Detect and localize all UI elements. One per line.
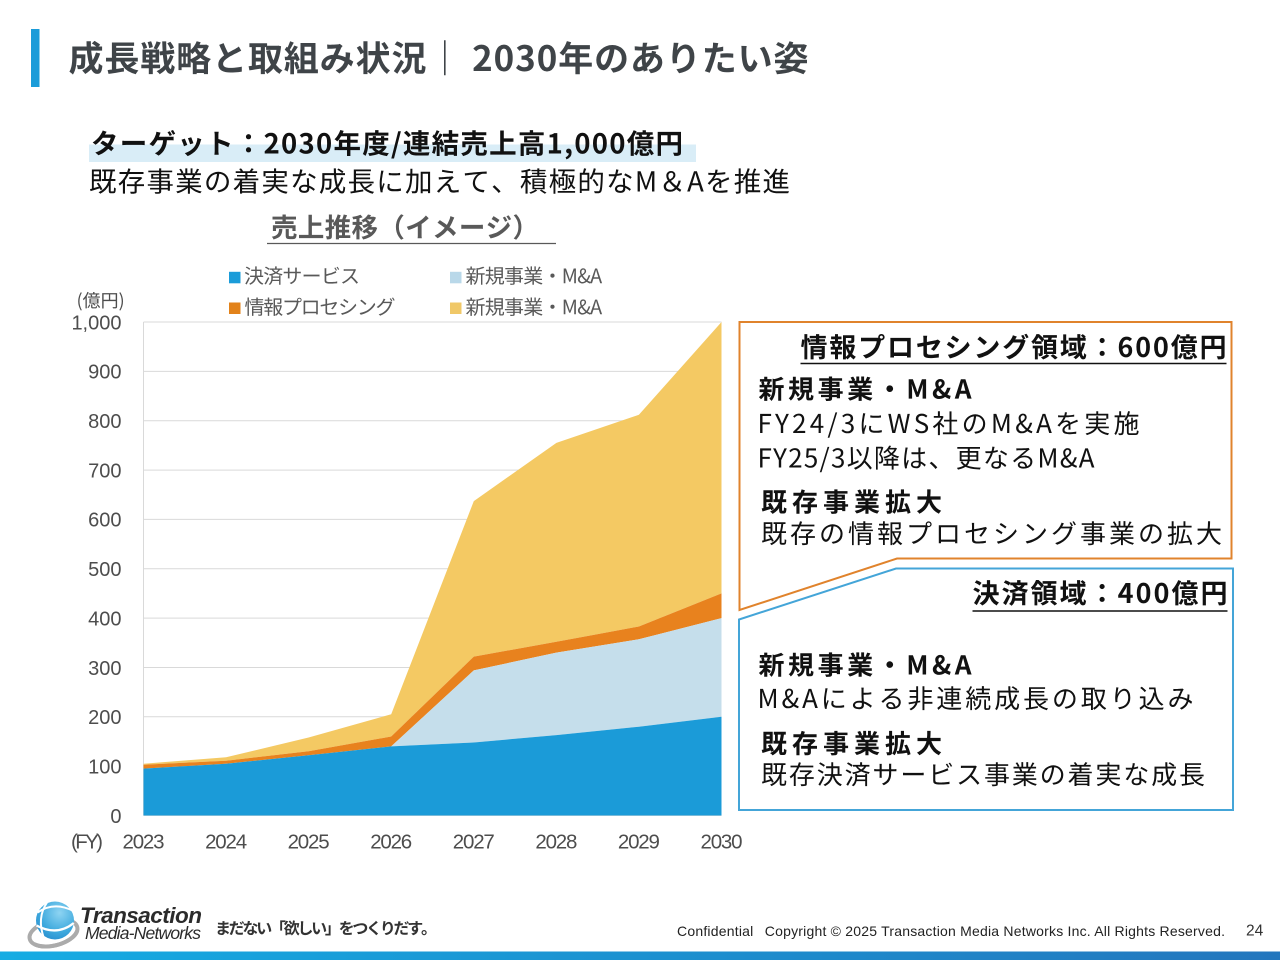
svg-text:200: 200: [88, 707, 121, 729]
svg-text:24: 24: [1246, 923, 1264, 940]
svg-text:2029: 2029: [618, 831, 660, 854]
svg-text:600: 600: [88, 510, 121, 532]
svg-text:2026: 2026: [370, 831, 412, 854]
svg-text:2030: 2030: [701, 831, 743, 854]
svg-text:Confidential Copyright © 2025: Confidential Copyright © 2025 Transactio…: [677, 923, 1225, 939]
svg-text:500: 500: [88, 559, 121, 581]
svg-text:2027: 2027: [453, 831, 495, 854]
svg-text:100: 100: [88, 756, 121, 778]
svg-text:2025: 2025: [288, 831, 330, 854]
svg-text:2023: 2023: [123, 831, 165, 854]
svg-text:300: 300: [88, 658, 121, 680]
svg-text:800: 800: [88, 411, 121, 433]
svg-text:2024: 2024: [205, 831, 247, 854]
svg-text:2028: 2028: [535, 831, 577, 854]
svg-text:Transaction: Transaction: [80, 903, 202, 928]
svg-text:1,000: 1,000: [71, 312, 121, 334]
svg-text:700: 700: [88, 460, 121, 482]
svg-text:900: 900: [88, 362, 121, 384]
svg-text:400: 400: [88, 608, 121, 630]
svg-text:0: 0: [110, 806, 121, 828]
svg-text:Media-Networks: Media-Networks: [85, 923, 201, 943]
svg-text:(FY): (FY): [71, 831, 103, 854]
